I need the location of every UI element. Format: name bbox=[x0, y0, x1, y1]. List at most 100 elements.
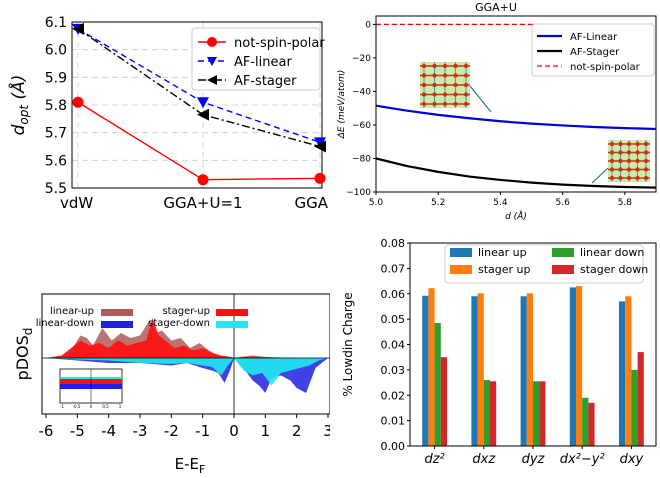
legend-swatch bbox=[552, 248, 574, 257]
legend-swatch bbox=[101, 309, 133, 316]
plot-frame bbox=[71, 21, 323, 189]
crystal-atom bbox=[635, 158, 640, 164]
crystal-atom bbox=[643, 175, 649, 181]
crystal-atom bbox=[463, 92, 469, 97]
crystal-atom bbox=[626, 158, 632, 164]
series-line-AF-Stager bbox=[375, 157, 657, 189]
y-tick-label: 0.04 bbox=[381, 339, 406, 352]
bar-linear up bbox=[619, 301, 626, 446]
crystal-atom bbox=[609, 158, 615, 164]
y-tick-label: −60 bbox=[352, 121, 371, 131]
bar-stager down bbox=[440, 357, 447, 446]
crystal-atom bbox=[442, 63, 448, 69]
dopt-panel: 5.5 5.6 5.7 5.8 5.9 6.0 6.1 vdW GGA+U=1 GGA dopt (… bbox=[0, 0, 330, 237]
plot-frame bbox=[375, 15, 657, 193]
x-tick-label: 5.6 bbox=[556, 198, 571, 208]
af-stager-structure bbox=[608, 140, 650, 182]
bar-linear down bbox=[483, 380, 490, 446]
crystal-atom bbox=[421, 82, 427, 88]
y-tick-label: 0.06 bbox=[381, 288, 406, 301]
crystal-atom bbox=[618, 167, 623, 172]
data-point bbox=[72, 22, 84, 35]
x-tick-label: 3 bbox=[323, 422, 330, 440]
data-point bbox=[314, 137, 326, 149]
crystal-atom bbox=[453, 82, 458, 88]
y-tick-label: 6.1 bbox=[45, 15, 67, 31]
crystal-atom bbox=[626, 175, 632, 181]
x-tick-label: -2 bbox=[164, 422, 179, 440]
crystal-atom bbox=[643, 141, 649, 147]
y-tick-label: −20 bbox=[352, 54, 371, 64]
legend-swatch bbox=[101, 321, 133, 328]
inset-tick-label: 1 bbox=[119, 404, 122, 409]
annotation-arrow bbox=[469, 85, 492, 113]
crystal-atom bbox=[463, 73, 469, 78]
legend-label: stager down bbox=[580, 263, 648, 276]
y-tick-label: 0.03 bbox=[381, 364, 406, 377]
crystal-atom bbox=[453, 101, 458, 107]
crystal-atom bbox=[635, 175, 640, 181]
legend-swatch bbox=[450, 265, 472, 274]
y-tick-label: 0 bbox=[365, 20, 371, 30]
crystal-atom bbox=[453, 63, 458, 69]
chart-title: GGA+U bbox=[475, 1, 517, 14]
y-tick-label: 0.07 bbox=[381, 262, 406, 275]
legend-label: AF-stager bbox=[234, 74, 297, 89]
crystal-atom bbox=[432, 92, 437, 97]
crystal-atom bbox=[635, 167, 640, 172]
bar-linear up bbox=[569, 287, 576, 446]
bar-linear up bbox=[471, 296, 478, 446]
crystal-atom bbox=[626, 141, 632, 147]
y-axis-label: pDOSd bbox=[13, 328, 35, 381]
legend-label: linear down bbox=[580, 246, 644, 259]
bar-stager up bbox=[477, 293, 484, 446]
x-tick-label: -6 bbox=[39, 422, 54, 440]
y-tick-label: 5.8 bbox=[45, 98, 67, 114]
x-tick-label: -4 bbox=[101, 422, 116, 440]
data-point bbox=[197, 97, 209, 109]
x-tick-label: dx²−y² bbox=[560, 452, 605, 467]
x-tick-label: vdW bbox=[60, 194, 93, 212]
af-linear-structure bbox=[420, 62, 470, 108]
bar-stager down bbox=[637, 352, 644, 446]
crystal-atom bbox=[609, 150, 615, 155]
inset-tick-label: 0.5 bbox=[102, 404, 109, 409]
legend: not-spin-polar AF-linear AF-stager bbox=[191, 27, 325, 91]
x-tick-label: -3 bbox=[133, 422, 148, 440]
x-tick-label: 5.0 bbox=[369, 198, 384, 208]
inset-tick-label: 0 bbox=[90, 404, 93, 409]
crystal-atom bbox=[432, 73, 437, 78]
legend: AF-Linear AF-Stager not-spin-polar bbox=[531, 23, 655, 77]
energy-chart: GGA+U 5.0 5.2 5.4 5.6 5.8 0 −20 −40 −60 −80 −100 d (… bbox=[337, 1, 657, 222]
lowdin-panel: 0.00 0.01 0.02 0.03 0.04 0.05 0.06 0.07 0.08 % Lo… bbox=[330, 237, 660, 474]
y-tick-label: 5.6 bbox=[45, 153, 67, 169]
crystal-atom bbox=[635, 150, 640, 155]
x-tick-label: -1 bbox=[195, 422, 210, 440]
bar-linear down bbox=[434, 322, 441, 446]
crystal-atom bbox=[432, 101, 437, 107]
y-axis-label: % Lowdin Charge bbox=[341, 292, 355, 396]
x-tick-label: GGA+U=1 bbox=[163, 194, 242, 212]
y-tick-label: 5.9 bbox=[45, 70, 67, 86]
legend-label: AF-Stager bbox=[570, 47, 620, 58]
y-tick-label: 5.7 bbox=[45, 126, 67, 142]
data-point bbox=[314, 172, 326, 184]
bar-stager up bbox=[576, 286, 583, 446]
crystal-atom bbox=[609, 167, 615, 172]
crystal-atom bbox=[635, 141, 640, 147]
data-point bbox=[197, 108, 209, 121]
y-tick-label: −40 bbox=[352, 87, 371, 97]
legend-box bbox=[444, 244, 644, 284]
crystal-atom bbox=[618, 150, 623, 155]
crystal-atom bbox=[432, 82, 437, 88]
crystal-atom bbox=[618, 158, 623, 164]
y-tick-label: 0.05 bbox=[381, 313, 406, 326]
y-tick-label: −80 bbox=[352, 154, 371, 164]
legend-label: not-spin-polar bbox=[570, 62, 641, 73]
inset: -1 -0.5 0 0.5 1 bbox=[59, 368, 123, 409]
series-area-stager-down bbox=[46, 358, 328, 386]
legend-swatch bbox=[216, 321, 248, 328]
legend-label: not-spin-polar bbox=[234, 36, 325, 51]
bar-stager up bbox=[526, 293, 533, 446]
legend-marker bbox=[207, 37, 217, 47]
